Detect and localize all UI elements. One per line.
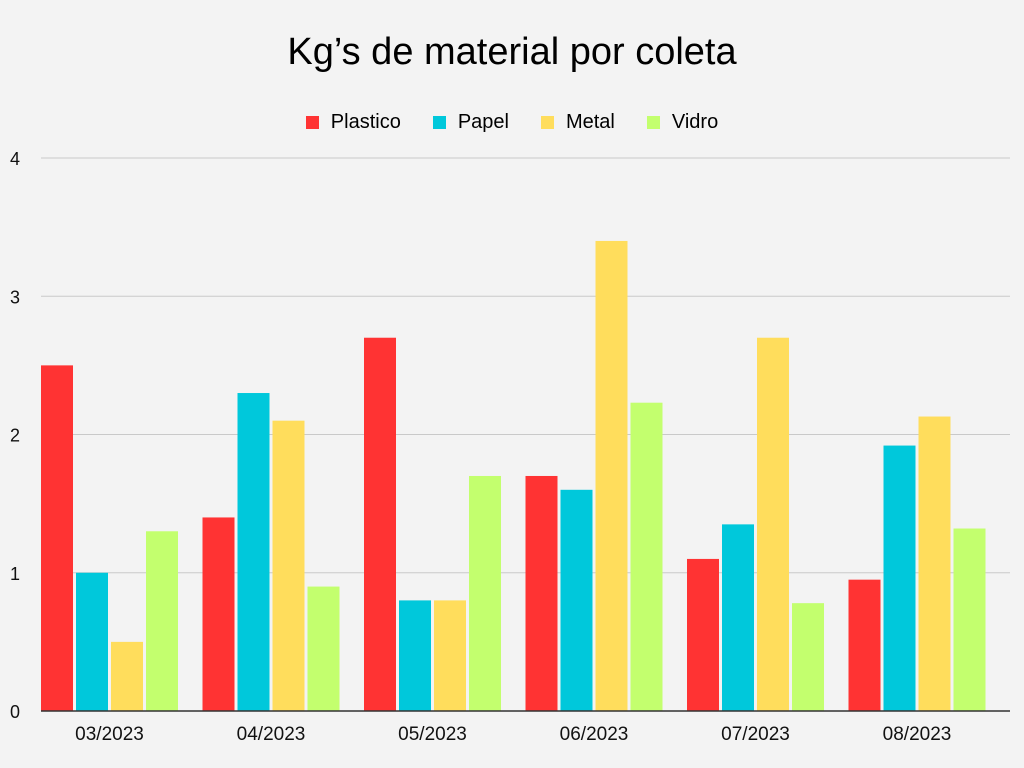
y-tick-label: 0 xyxy=(10,702,20,722)
bar-vidro xyxy=(469,475,501,711)
legend-label-plastico: Plastico xyxy=(330,111,401,133)
legend-swatch-plastico xyxy=(305,115,319,129)
bar-metal xyxy=(595,240,628,711)
y-tick-label: 4 xyxy=(10,149,20,169)
bar-metal xyxy=(272,420,305,711)
x-tick-label: 06/2023 xyxy=(560,724,629,745)
bar-papel xyxy=(237,393,270,711)
bar-metal xyxy=(111,641,143,711)
chart-title: Kg’s de material por coleta xyxy=(287,31,737,73)
bar-papel xyxy=(883,445,916,711)
bar-papel xyxy=(399,600,431,711)
legend-label-papel: Papel xyxy=(457,111,509,133)
bar-vidro xyxy=(953,528,986,711)
legend-swatch-papel xyxy=(432,115,446,129)
bar-papel xyxy=(76,572,108,711)
bar-plastico xyxy=(525,475,558,711)
bar-metal xyxy=(757,337,789,711)
bar-papel xyxy=(722,524,754,711)
legend: Plastico Papel Metal Vidro xyxy=(0,108,1024,136)
bar-vidro xyxy=(630,402,663,711)
y-tick-label: 2 xyxy=(10,426,20,446)
bar-plastico xyxy=(202,517,235,711)
legend-label-vidro: Vidro xyxy=(671,111,719,133)
bar-metal xyxy=(918,416,951,711)
y-tick-label: 3 xyxy=(10,287,20,307)
x-tick-label: 04/2023 xyxy=(237,724,306,745)
legend-item-metal: Metal xyxy=(540,108,615,136)
bar-vidro xyxy=(792,603,824,711)
x-tick-label: 07/2023 xyxy=(721,724,790,745)
legend-swatch-vidro xyxy=(646,115,660,129)
legend-item-papel: Papel xyxy=(432,108,509,136)
bar-plastico xyxy=(364,337,396,711)
bar-metal xyxy=(434,600,466,711)
bar-papel xyxy=(560,489,593,711)
y-tick-label: 1 xyxy=(10,564,20,584)
legend-item-plastico: Plastico xyxy=(305,108,401,136)
x-tick-label: 03/2023 xyxy=(75,724,144,745)
bar-plastico xyxy=(687,558,719,711)
x-tick-label: 05/2023 xyxy=(398,724,467,745)
bar-vidro xyxy=(146,531,178,711)
legend-item-vidro: Vidro xyxy=(646,108,719,136)
bar-plastico xyxy=(848,579,881,711)
legend-swatch-metal xyxy=(540,115,554,129)
bar-vidro xyxy=(307,586,340,711)
bar-plastico xyxy=(41,365,73,711)
legend-label-metal: Metal xyxy=(565,111,615,133)
x-tick-label: 08/2023 xyxy=(883,724,952,745)
